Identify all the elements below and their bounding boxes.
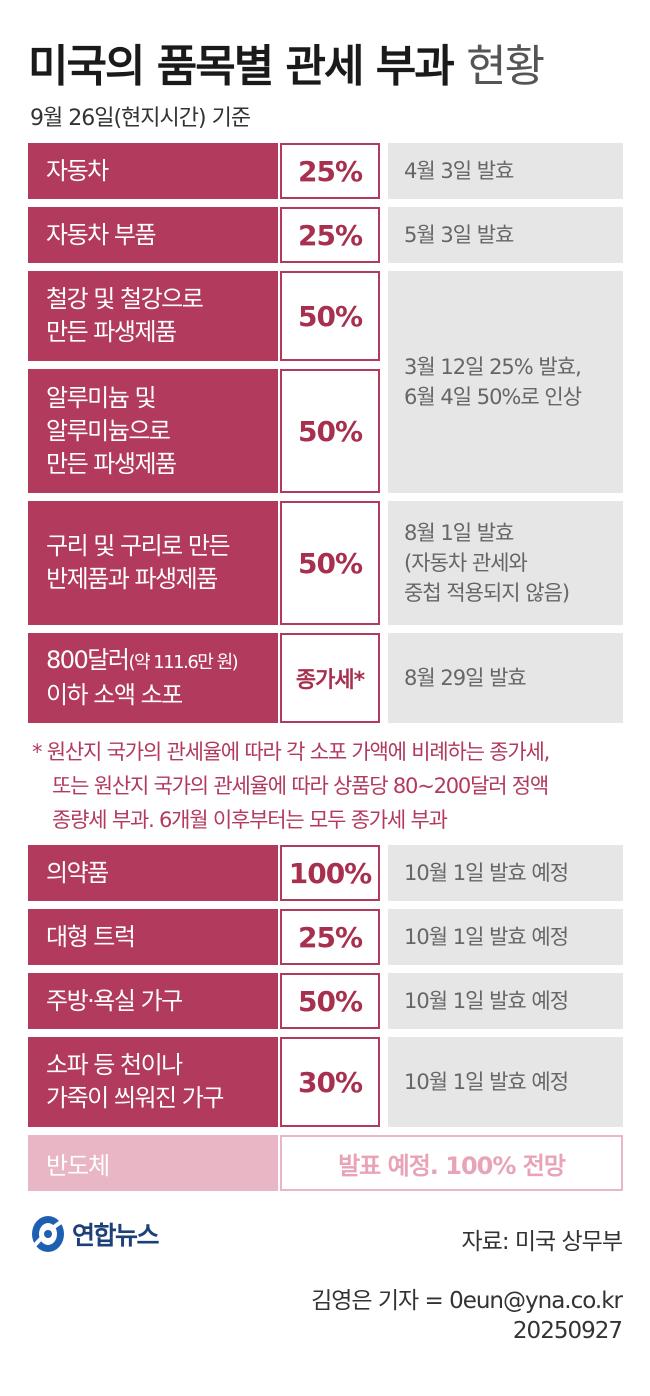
category-line: 만든 파생제품 xyxy=(46,449,177,478)
category-line: 철강 및 철강으로 xyxy=(46,285,204,313)
semiconductor-note: 발표 예정. 100% 전망 xyxy=(280,1135,623,1191)
category-label: 자동차 xyxy=(46,156,109,185)
note-line: 중첩 적용되지 않음) xyxy=(404,581,570,605)
note-cell: 10월 1일 발효 예정 xyxy=(388,1037,623,1127)
category-line: 이하 소액 소포 xyxy=(46,681,183,709)
category-cell: 대형 트럭 xyxy=(28,909,278,965)
category-line: 구리 및 구리로 만든 xyxy=(46,532,231,560)
rate-cell: 25% xyxy=(280,909,380,965)
rate-cell: 25% xyxy=(280,207,380,263)
note-line: (자동차 관세와 xyxy=(404,551,528,575)
category-line: 800달러 xyxy=(46,646,130,674)
source-label: 자료: 미국 상무부 xyxy=(461,1229,623,1255)
footnote-line: * 원산지 국가의 관세율에 따라 각 소포 가액에 비례하는 종가세, xyxy=(32,740,550,764)
yonhap-logo: 연합뉴스 xyxy=(28,1212,160,1256)
category-cell: 자동차 부품 xyxy=(28,207,278,263)
category-label: 대형 트럭 xyxy=(46,922,136,951)
rate-cell: 25% xyxy=(280,143,380,199)
footnote: * 원산지 국가의 관세율에 따라 각 소포 가액에 비례하는 종가세, 또는 … xyxy=(32,735,632,837)
publish-date: 20250927 xyxy=(512,1318,623,1344)
yonhap-logo-icon xyxy=(32,1216,66,1252)
page-title: 미국의 품목별 관세 부과 현황 xyxy=(28,30,545,94)
footnote-line: 또는 원산지 국가의 관세율에 따라 상품당 80~200달러 정액 xyxy=(52,774,549,798)
note-line: 8월 1일 발효 xyxy=(404,521,514,545)
rate-cell: 50% xyxy=(280,271,380,361)
title-light: 현황 xyxy=(466,41,545,92)
semiconductor-category: 반도체 xyxy=(28,1135,278,1191)
category-label: 자동차 부품 xyxy=(46,220,157,249)
note-cell: 4월 3일 발효 xyxy=(388,143,623,199)
note-cell: 5월 3일 발효 xyxy=(388,207,623,263)
category-cell: 주방·욕실 가구 xyxy=(28,973,278,1029)
note-cell: 8월 29일 발효 xyxy=(388,633,623,723)
note-cell: 10월 1일 발효 예정 xyxy=(388,909,623,965)
rate-cell: 50% xyxy=(280,369,380,493)
category-line: 반제품과 파생제품 xyxy=(46,565,218,593)
note-cell: 10월 1일 발효 예정 xyxy=(388,845,623,901)
credit: 김영은 기자 = 0eun@yna.co.kr 20250927 xyxy=(311,1286,623,1346)
note-cell: 10월 1일 발효 예정 xyxy=(388,973,623,1029)
category-line: 소파 등 천이나 xyxy=(46,1051,183,1079)
category-line: 알루미늄으로 xyxy=(46,416,171,445)
category-line: 만든 파생제품 xyxy=(46,318,177,346)
rate-cell: 100% xyxy=(280,845,380,901)
footnote-line: 종량세 부과. 6개월 이후부터는 모두 종가세 부과 xyxy=(52,808,448,832)
category-line: 알루미늄 및 xyxy=(46,383,157,412)
category-label: 의약품 xyxy=(46,858,109,887)
note-line: 6월 4일 50%로 인상 xyxy=(404,385,582,409)
category-sub: (약 111.6만 원) xyxy=(128,652,238,673)
category-cell: 800달러(약 111.6만 원) 이하 소액 소포 xyxy=(28,633,278,723)
category-cell: 자동차 xyxy=(28,143,278,199)
category-cell: 의약품 xyxy=(28,845,278,901)
rate-cell: 50% xyxy=(280,501,380,625)
category-line: 가죽이 씌워진 가구 xyxy=(46,1084,224,1112)
note-line: 3월 12일 25% 발효, xyxy=(404,355,582,379)
note-cell-shared: 3월 12일 25% 발효, 6월 4일 50%로 인상 xyxy=(388,271,623,493)
rate-cell: 종가세* xyxy=(280,633,380,723)
reporter-credit: 김영은 기자 = 0eun@yna.co.kr xyxy=(311,1288,623,1314)
title-main: 미국의 품목별 관세 부과 xyxy=(28,41,455,92)
logo-text: 연합뉴스 xyxy=(72,1221,160,1250)
rate-cell: 50% xyxy=(280,973,380,1029)
category-label: 주방·욕실 가구 xyxy=(46,986,183,1015)
reference-date: 9월 26일(현지시간) 기준 xyxy=(30,106,251,131)
rate-cell: 30% xyxy=(280,1037,380,1127)
